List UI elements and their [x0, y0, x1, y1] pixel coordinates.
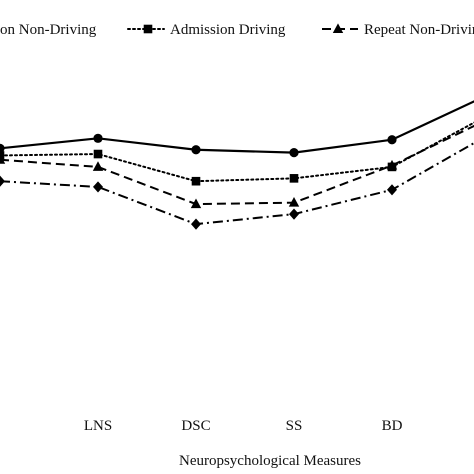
x-tick-label: SS — [286, 418, 303, 434]
series-line-2 — [0, 121, 474, 183]
legend-label-1: on Non-Driving — [0, 22, 97, 38]
data-point-3-0 — [0, 154, 6, 164]
legend-marker-3 — [332, 23, 344, 33]
data-point-2-2 — [191, 176, 201, 186]
legend-label-2: Admission Driving — [170, 22, 286, 38]
series-2 — [0, 121, 474, 186]
series-layer — [0, 100, 474, 230]
data-point-2-0 — [0, 151, 5, 160]
legend-item-2: Admission Driving — [127, 22, 286, 38]
x-tick-label: LNS — [84, 418, 112, 434]
data-point-4-0 — [0, 175, 5, 187]
data-point-4-3 — [289, 208, 299, 220]
series-3 — [0, 124, 474, 209]
data-point-3-3 — [288, 197, 300, 207]
data-point-3-2 — [190, 198, 202, 209]
data-point-2-3 — [289, 174, 299, 183]
legend: on Non-Driving Admission Driving Repeat No… — [0, 22, 474, 38]
data-point-3-1 — [92, 161, 104, 171]
data-point-3-4 — [386, 159, 398, 170]
data-point-1-2 — [191, 145, 201, 155]
data-point-2-1 — [93, 149, 103, 159]
x-tick-label: DSC — [181, 418, 210, 434]
data-point-1-4 — [387, 135, 397, 145]
data-point-4-4 — [387, 184, 397, 196]
legend-item-3: Repeat Non-Driving — [322, 22, 474, 38]
series-1 — [0, 100, 474, 158]
series-line-1 — [0, 100, 474, 154]
series-line-4 — [0, 141, 474, 226]
x-axis-label: Neuropsychological Measures — [179, 453, 361, 469]
data-point-4-2 — [191, 218, 201, 230]
data-point-1-1 — [93, 133, 103, 143]
legend-label-3: Repeat Non-Driving — [364, 22, 474, 38]
x-axis: LNSDSCSSBDM — [84, 418, 403, 434]
series-line-3 — [0, 124, 474, 206]
data-point-1-3 — [289, 148, 299, 158]
data-point-1-0 — [0, 143, 5, 153]
data-point-4-1 — [93, 181, 103, 193]
x-tick-label: BD — [382, 418, 403, 434]
legend-marker-2 — [143, 24, 153, 34]
series-4 — [0, 141, 474, 230]
legend-item-1: on Non-Driving — [0, 22, 97, 38]
